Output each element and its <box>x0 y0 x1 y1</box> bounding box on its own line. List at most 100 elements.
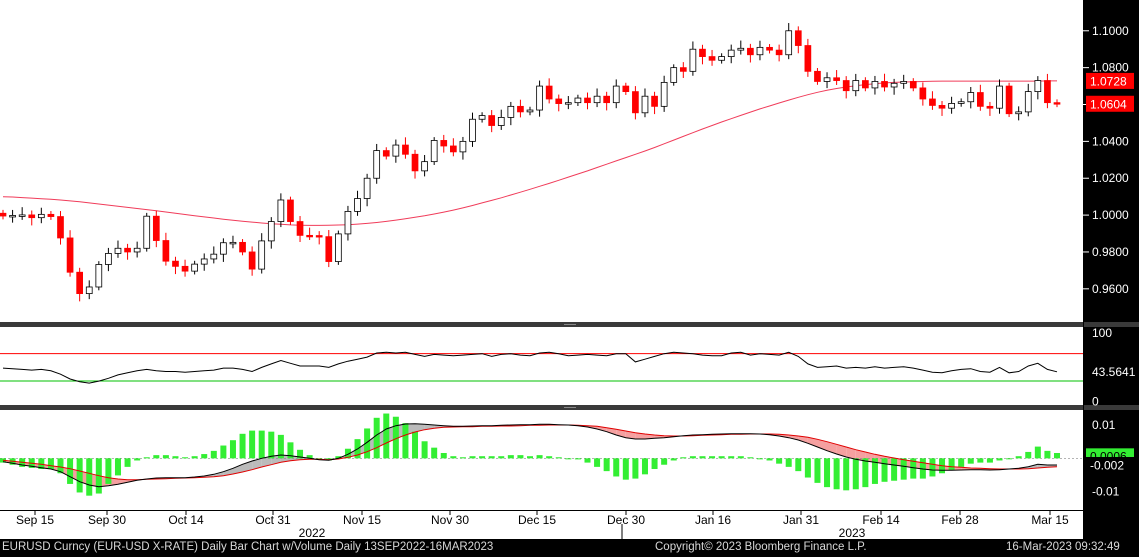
candle-body <box>814 70 821 82</box>
candle-body <box>152 215 160 241</box>
rsi-axis-tick-label: 0 <box>1092 395 1099 409</box>
candle-body <box>306 234 313 238</box>
candle-body <box>105 253 112 265</box>
macd-histogram-bar <box>182 457 189 459</box>
macd-histogram-bar <box>977 458 984 463</box>
macd-histogram-bar <box>38 458 45 469</box>
macd-axis-tick-label: -0.01 <box>1092 485 1120 499</box>
macd-histogram-bar <box>1025 451 1032 459</box>
candle-body <box>497 117 505 126</box>
macd-histogram-bar <box>948 458 955 471</box>
price-panel <box>0 0 1083 322</box>
x-axis-tick-label: Nov 30 <box>431 513 469 527</box>
macd-histogram-bar <box>373 417 380 459</box>
macd-histogram-bar <box>814 458 821 483</box>
candle-body <box>0 212 7 217</box>
macd-histogram-bar <box>498 456 505 459</box>
macd-histogram-bar <box>1044 450 1051 459</box>
price-axis-tick-label: 1.0400 <box>1092 134 1129 148</box>
candle-body <box>85 286 93 295</box>
macd-histogram-bar <box>105 458 112 484</box>
candle-body <box>632 91 639 114</box>
candle-body <box>450 145 457 153</box>
macd-histogram-bar <box>919 458 926 479</box>
macd-histogram-bar <box>603 458 610 472</box>
macd-last-value-label: -0.002 <box>1090 459 1124 473</box>
candle-body <box>612 85 620 104</box>
macd-histogram-bar <box>459 457 466 459</box>
x-axis-tick-label: Oct 31 <box>255 513 291 527</box>
candle-body <box>900 81 908 84</box>
candle-body <box>794 30 802 46</box>
x-axis-tick-label: Jan 16 <box>695 513 731 527</box>
macd-histogram-bar <box>57 458 64 474</box>
candle-body <box>584 97 591 104</box>
candle-body <box>181 265 189 272</box>
candle-body <box>833 77 840 81</box>
macd-histogram-bar <box>517 455 524 459</box>
candle-body <box>66 237 74 273</box>
candle-body <box>881 81 888 88</box>
candle-body <box>1015 111 1023 115</box>
macd-histogram-bar <box>172 456 179 459</box>
year-label: 2022 <box>299 526 326 539</box>
candle-body <box>842 80 850 92</box>
candle-body <box>929 98 936 106</box>
x-axis-tick-label: Dec 30 <box>607 513 645 527</box>
candle-body <box>526 109 534 113</box>
price-axis-tick-label: 1.0000 <box>1092 208 1129 222</box>
candle-body <box>47 213 55 217</box>
candle-body <box>507 105 515 118</box>
macd-histogram-bar <box>967 458 974 464</box>
macd-histogram-bar <box>680 457 687 459</box>
macd-histogram-bar <box>268 431 275 459</box>
macd-fill <box>827 441 837 454</box>
macd-histogram-bar <box>900 458 907 480</box>
macd-histogram-bar <box>929 458 936 477</box>
macd-histogram-bar <box>450 456 457 459</box>
macd-histogram-bar <box>210 450 217 459</box>
candle-body <box>28 214 36 219</box>
candle-body <box>651 95 658 107</box>
macd-fill <box>223 468 233 476</box>
candle-body <box>229 241 237 245</box>
candle-body <box>344 211 352 235</box>
candle-body <box>267 221 275 242</box>
candle-body <box>871 81 879 89</box>
candle-body <box>545 85 553 100</box>
candle-body <box>1053 102 1061 105</box>
x-axis-strip <box>0 510 1083 539</box>
macd-histogram-bar <box>220 445 227 459</box>
macd-fill <box>606 427 617 435</box>
macd-histogram-bar <box>258 430 265 459</box>
macd-histogram-bar <box>641 458 648 475</box>
candle-body <box>363 177 371 199</box>
candle-body <box>210 253 218 260</box>
macd-histogram-bar <box>412 431 419 459</box>
macd-histogram-bar <box>737 456 744 459</box>
candle-body <box>76 271 83 295</box>
candle-body <box>996 85 1003 109</box>
macd-histogram-bar <box>785 458 792 467</box>
candle-body <box>967 92 975 103</box>
macd-histogram-bar <box>699 456 706 459</box>
candle-body <box>9 215 16 218</box>
macd-histogram-bar <box>76 458 83 493</box>
bloomberg-chart: 1.10001.08001.06001.04001.02001.00000.98… <box>0 0 1139 539</box>
macd-fill <box>807 437 818 447</box>
candle-body <box>143 215 151 249</box>
macd-histogram-bar <box>833 458 840 490</box>
macd-histogram-bar <box>440 453 447 459</box>
candle-body <box>622 85 630 93</box>
macd-histogram-bar <box>67 458 74 484</box>
macd-histogram-bar <box>277 434 284 459</box>
macd-histogram-bar <box>996 458 1003 461</box>
macd-histogram-bar <box>910 458 917 479</box>
macd-histogram-bar <box>297 449 304 459</box>
candle-body <box>660 81 668 107</box>
macd-histogram-bar <box>824 458 831 488</box>
macd-histogram-bar <box>804 458 811 478</box>
macd-histogram-bar <box>479 456 486 459</box>
candle-body <box>890 82 898 88</box>
macd-histogram-bar <box>469 456 476 459</box>
